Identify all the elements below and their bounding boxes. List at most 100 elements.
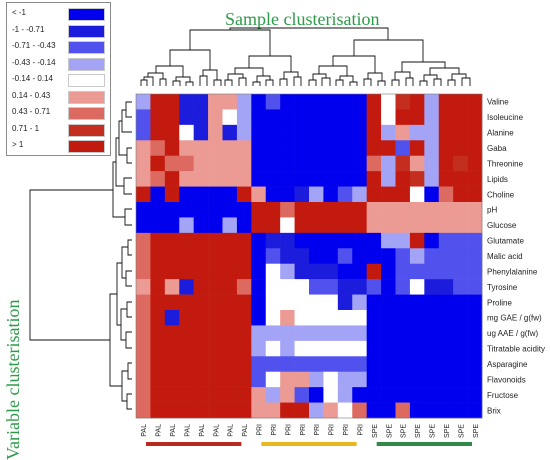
heatmap-cell	[150, 402, 166, 419]
heatmap-cell	[222, 155, 238, 172]
heatmap-cell	[381, 217, 396, 234]
heatmap-cell	[251, 155, 267, 172]
heatmap-cell	[309, 109, 324, 126]
heatmap-cell	[236, 217, 252, 234]
heatmap-cell	[424, 310, 440, 326]
heatmap-cell	[136, 109, 151, 126]
heatmap-cells	[135, 93, 483, 419]
heatmap-cell	[136, 124, 151, 141]
heatmap-cell	[453, 310, 468, 326]
heatmap-cell	[323, 186, 339, 203]
heatmap-cell	[164, 217, 180, 234]
heatmap-cell	[467, 325, 483, 342]
heatmap-cell	[136, 217, 151, 234]
heatmap-cell	[453, 232, 468, 249]
heatmap-cell	[222, 310, 238, 326]
dendrogram-branch	[126, 393, 132, 410]
legend-label: -0.43 - -0.14	[12, 57, 56, 67]
heatmap-cell	[280, 232, 295, 249]
heatmap-cell	[381, 325, 396, 342]
heatmap-cell	[467, 310, 483, 326]
heatmap-cell	[179, 356, 194, 373]
legend-swatch	[68, 123, 105, 137]
heatmap-cell	[467, 217, 483, 234]
heatmap-cell	[395, 356, 411, 373]
heatmap-cell	[467, 140, 483, 157]
heatmap-cell	[453, 371, 468, 388]
chart-title: Sample clusterisation	[225, 9, 380, 29]
heatmap-cell	[453, 186, 468, 203]
heatmap-cell	[337, 263, 353, 280]
heatmap-cell	[208, 263, 223, 280]
heatmap-cell	[352, 140, 367, 157]
heatmap-cell	[366, 109, 382, 126]
heatmap-cell	[366, 155, 382, 172]
legend-swatch	[68, 107, 105, 120]
row-label: Isoleucine	[487, 113, 524, 122]
heatmap-cell	[164, 140, 180, 157]
heatmap-cell	[352, 232, 367, 249]
column-label: PRI	[271, 424, 278, 436]
heatmap-cell	[323, 402, 339, 419]
heatmap-cell	[164, 155, 180, 172]
heatmap-cell	[236, 325, 252, 342]
heatmap-cell	[280, 310, 295, 326]
heatmap-cell	[179, 109, 194, 126]
heatmap-cell	[424, 94, 440, 110]
heatmap-cell	[164, 325, 180, 342]
heatmap-cell	[179, 310, 194, 326]
heatmap-cell	[222, 402, 238, 419]
column-label: SPE	[473, 424, 480, 438]
heatmap-cell	[179, 94, 194, 110]
heatmap-cell	[309, 186, 324, 203]
heatmap-cell	[467, 263, 483, 280]
heatmap-cell	[164, 263, 180, 280]
dendrogram-branch	[405, 77, 414, 86]
legend-item: > 1	[7, 139, 110, 155]
heatmap-cell	[193, 94, 209, 110]
heatmap-cell	[208, 248, 223, 265]
heatmap-cell	[352, 402, 367, 419]
heatmap-cell	[438, 279, 454, 295]
legend-label: 0.14 - 0.43	[12, 90, 51, 100]
heatmap-cell	[424, 356, 440, 373]
heatmap-cell	[352, 263, 367, 280]
heatmap-cell	[280, 325, 295, 342]
heatmap-cell	[337, 402, 353, 419]
heatmap-cell	[251, 340, 267, 357]
heatmap-cell	[438, 387, 454, 403]
heatmap-cell	[309, 325, 324, 342]
heatmap-cell	[193, 232, 209, 249]
heatmap-cell	[323, 340, 339, 357]
heatmap-cell	[265, 340, 281, 357]
heatmap-cell	[309, 202, 324, 218]
heatmap-cell	[395, 94, 411, 110]
legend-item: < -1	[7, 7, 110, 23]
heatmap-cell	[381, 171, 396, 187]
heatmap-cell	[251, 94, 267, 110]
heatmap-cell	[337, 387, 353, 403]
heatmap-cell	[294, 140, 310, 157]
heatmap-cell	[366, 325, 382, 342]
heatmap-cell	[381, 232, 396, 249]
heatmap-cell	[395, 340, 411, 357]
row-label: Choline	[487, 190, 515, 199]
heatmap-cell	[179, 402, 194, 419]
heatmap-cell	[438, 217, 454, 234]
heatmap-cell	[309, 402, 324, 419]
column-label: SPE	[430, 424, 437, 438]
heatmap-cell	[164, 232, 180, 249]
row-dendrogram	[29, 101, 132, 410]
heatmap-cell	[251, 356, 267, 373]
heatmap-cell	[179, 171, 194, 187]
heatmap-cell	[395, 124, 411, 141]
heatmap-cell	[222, 217, 238, 234]
heatmap-cell	[265, 124, 281, 141]
heatmap-cell	[381, 279, 396, 295]
heatmap-cell	[265, 310, 281, 326]
heatmap-cell	[366, 371, 382, 388]
heatmap-cell	[352, 94, 367, 110]
heatmap-cell	[193, 124, 209, 141]
heatmap-cell	[467, 371, 483, 388]
legend-item: -0.71 - -0.43	[7, 40, 110, 56]
